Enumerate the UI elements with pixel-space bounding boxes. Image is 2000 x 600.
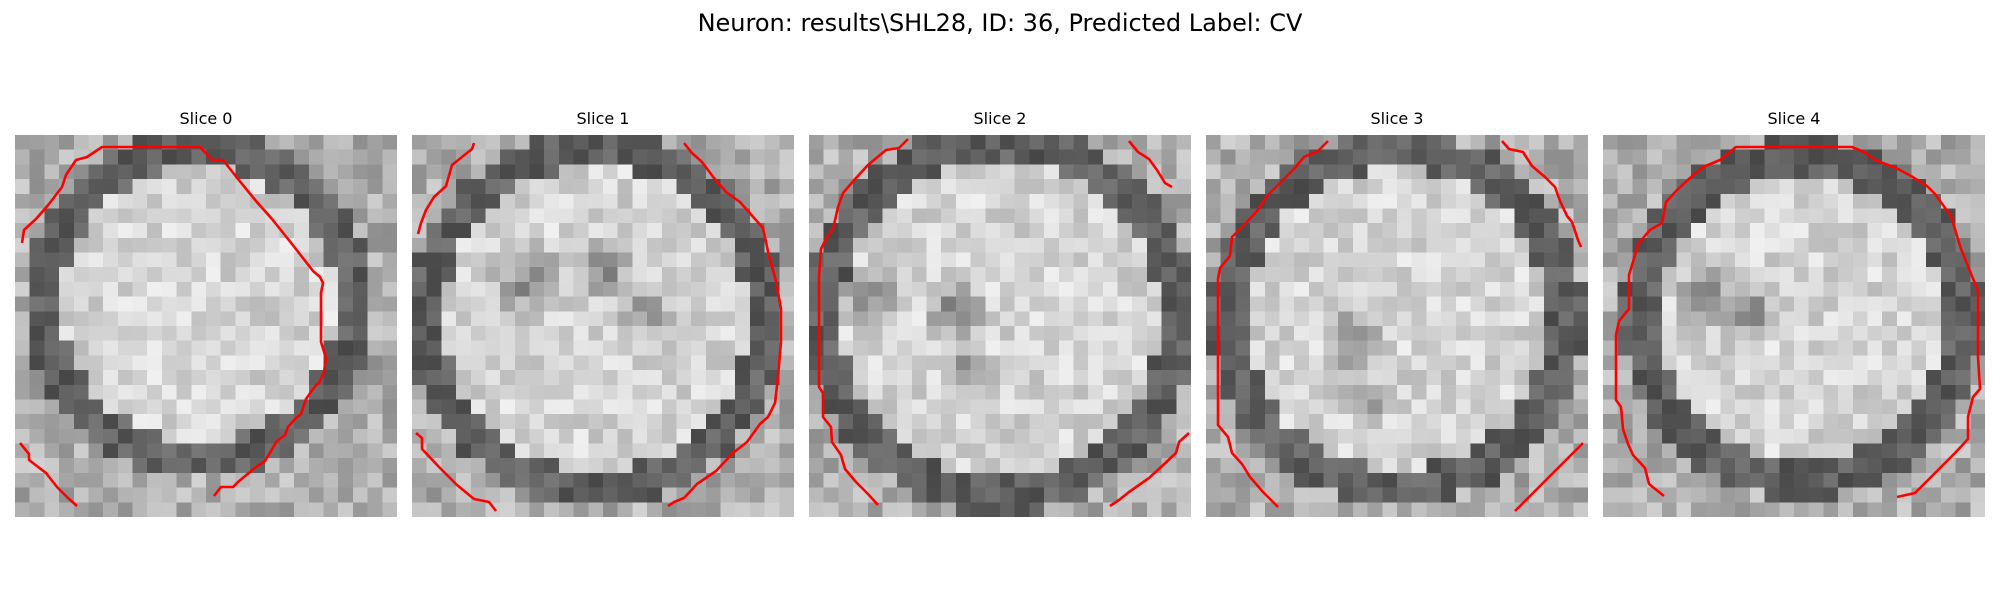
slice-title-4: Slice 4 <box>1767 109 1821 128</box>
figure-title: Neuron: results\SHL28, ID: 36, Predicted… <box>697 9 1303 37</box>
slice-contour-4 <box>1614 145 1982 499</box>
slice-image-1 <box>412 135 794 517</box>
slice-title-3: Slice 3 <box>1370 109 1424 128</box>
slice-title-2: Slice 2 <box>973 109 1027 128</box>
slice-panel-2: Slice 2 <box>809 108 1191 517</box>
slice-image-3 <box>1206 135 1588 517</box>
slice-image-0 <box>15 135 397 517</box>
slice-contour-1 <box>415 142 783 512</box>
slice-contour-2 <box>817 138 1190 508</box>
slice-title-0: Slice 0 <box>179 109 233 128</box>
slice-image-4 <box>1603 135 1985 517</box>
slice-panel-4: Slice 4 <box>1603 108 1985 517</box>
slice-image-2 <box>809 135 1191 517</box>
slice-panel-3: Slice 3 <box>1206 108 1588 517</box>
slice-contour-3 <box>1216 140 1584 512</box>
slice-contour-0 <box>18 145 328 507</box>
slice-panel-1: Slice 1 <box>412 108 794 517</box>
slice-panel-0: Slice 0 <box>15 108 397 517</box>
slice-title-1: Slice 1 <box>576 109 630 128</box>
